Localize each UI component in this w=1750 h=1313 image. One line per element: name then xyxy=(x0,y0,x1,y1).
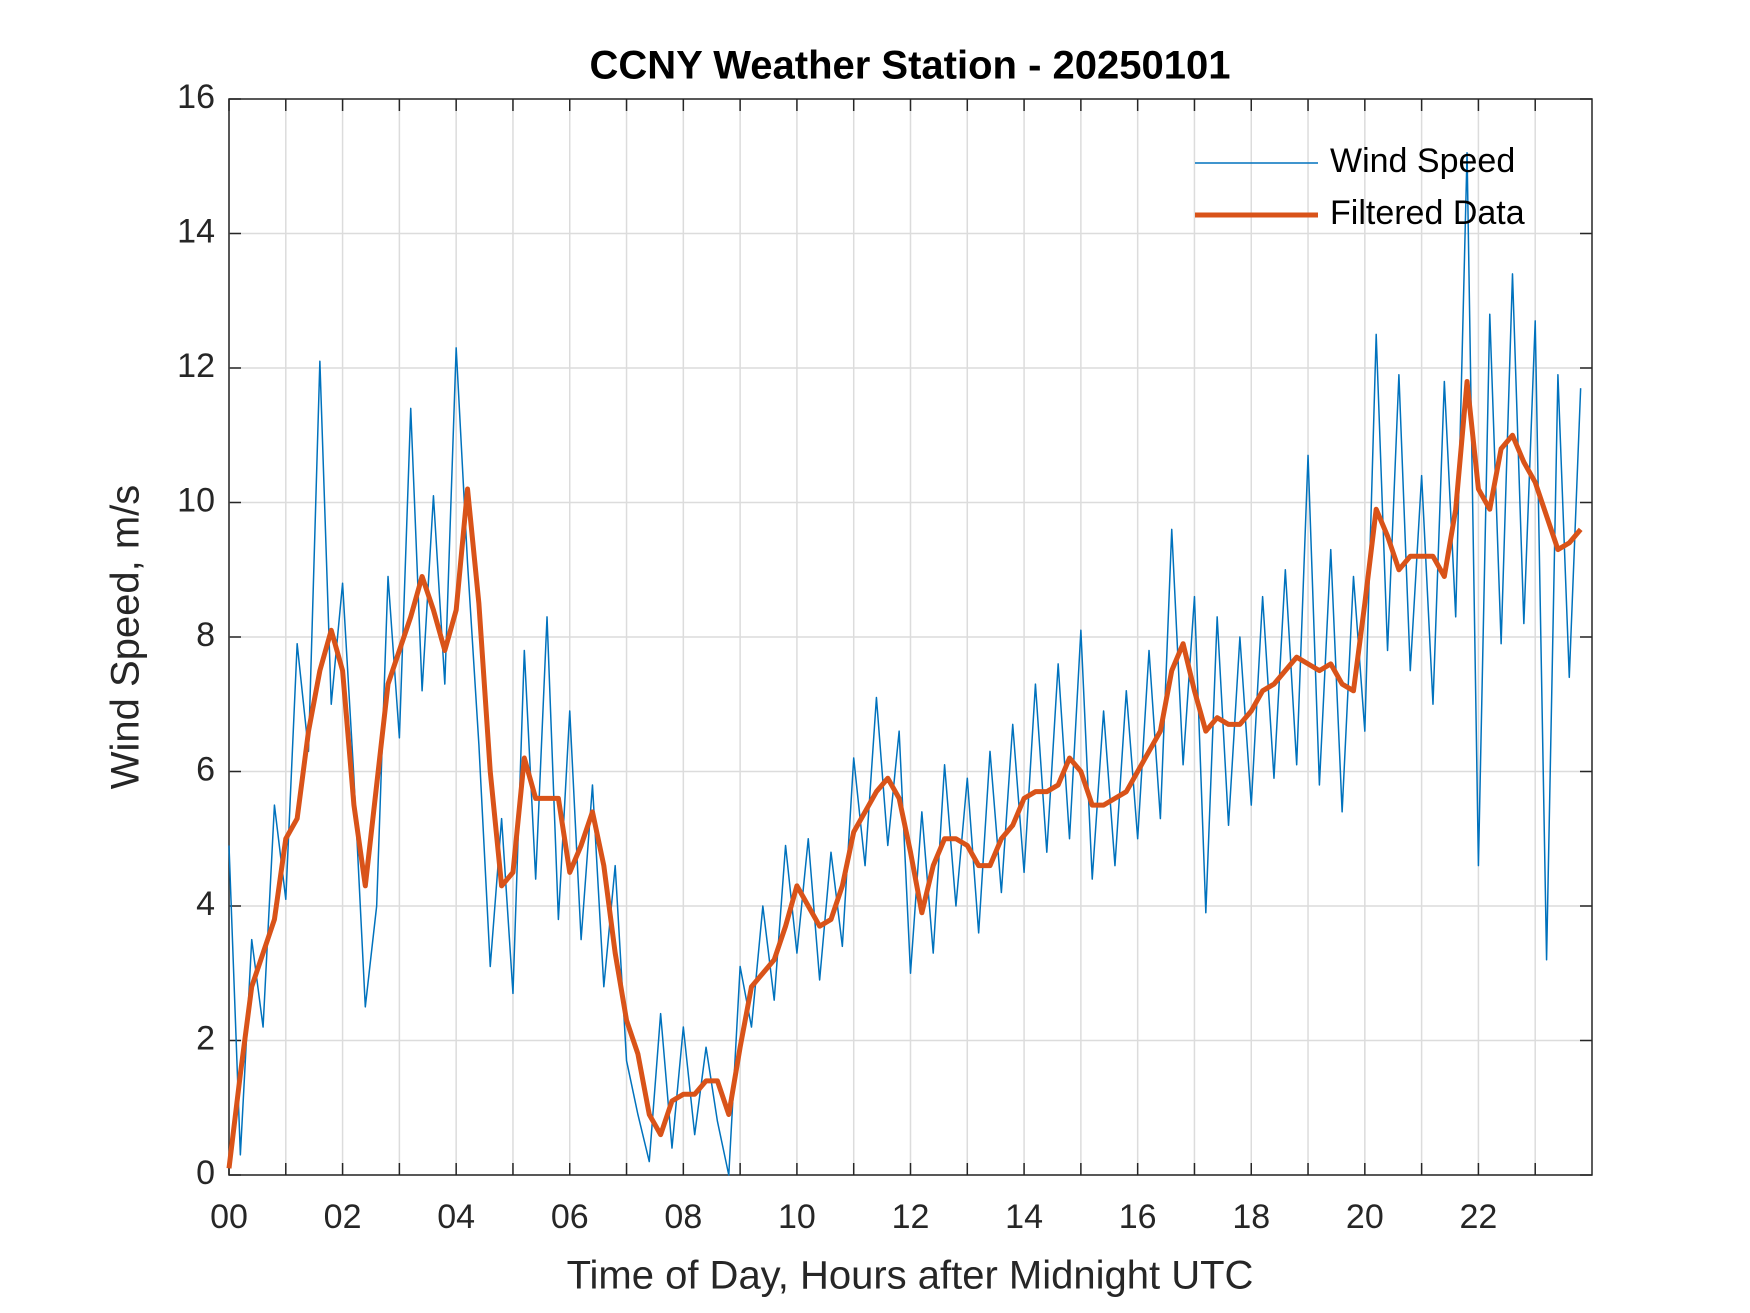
y-tick-label: 4 xyxy=(196,885,215,923)
chart-title: CCNY Weather Station - 20250101 xyxy=(590,44,1231,88)
x-tick-label: 20 xyxy=(1346,1198,1384,1236)
y-tick-label: 8 xyxy=(196,616,215,654)
y-tick-label: 16 xyxy=(177,78,215,116)
legend-label: Filtered Data xyxy=(1330,194,1525,232)
y-tick-label: 0 xyxy=(196,1154,215,1192)
x-tick-label: 04 xyxy=(437,1198,475,1236)
y-tick-label: 12 xyxy=(177,347,215,385)
x-tick-label: 12 xyxy=(892,1198,930,1236)
y-tick-label: 14 xyxy=(177,212,215,250)
plot-frame xyxy=(228,98,1593,1176)
y-tick-label: 6 xyxy=(196,750,215,788)
x-axis-label: Time of Day, Hours after Midnight UTC xyxy=(567,1254,1254,1298)
x-tick-label: 14 xyxy=(1005,1198,1043,1236)
x-tick-label: 06 xyxy=(551,1198,589,1236)
y-tick-label: 2 xyxy=(196,1019,215,1057)
x-tick-label: 10 xyxy=(778,1198,816,1236)
x-tick-label: 16 xyxy=(1119,1198,1157,1236)
series-line xyxy=(226,378,1583,1169)
legend-label: Wind Speed xyxy=(1330,142,1515,180)
x-tick-label: 18 xyxy=(1232,1198,1270,1236)
x-tick-label: 02 xyxy=(324,1198,362,1236)
x-tick-label: 22 xyxy=(1460,1198,1498,1236)
x-tick-label: 00 xyxy=(210,1198,248,1236)
series-line xyxy=(228,152,1582,1176)
x-tick-label: 08 xyxy=(664,1198,702,1236)
y-tick-label: 10 xyxy=(177,481,215,519)
y-axis-label: Wind Speed, m/s xyxy=(104,485,148,790)
